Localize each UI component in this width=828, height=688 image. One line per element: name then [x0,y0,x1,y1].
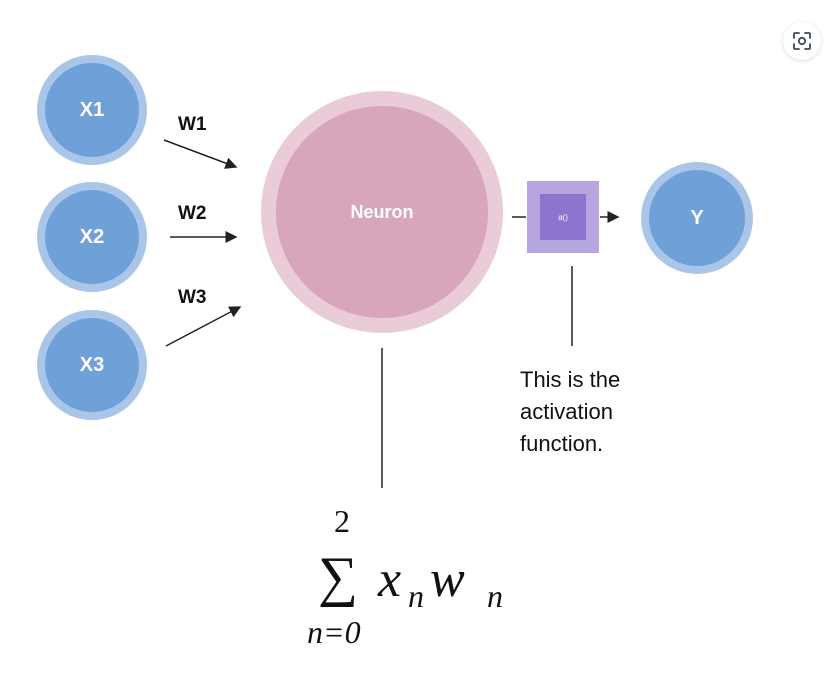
x-variable: x [378,551,402,608]
w-subscript: n [487,578,503,614]
input-node-x2-label: X2 [45,190,139,284]
output-node-y: Y [641,162,753,274]
image-focus-button[interactable] [783,22,821,60]
input-node-x3: X3 [37,310,147,420]
input-node-x1: X1 [37,55,147,165]
sum-symbol: ∑ [318,546,358,608]
arrow-w3 [165,306,242,347]
weight-label-w1: W1 [178,114,207,135]
x-subscript: n [408,578,424,614]
arrow-w1 [163,139,238,169]
w-variable: w [430,551,465,608]
image-focus-icon [793,32,811,50]
neuron-label: Neuron [276,106,488,318]
activation-function-box: a() [527,181,599,253]
sum-lower-limit: n=0 [307,614,361,650]
weight-label-w3: W3 [178,287,207,308]
sum-upper-limit: 2 [334,503,350,539]
input-node-x2: X2 [37,182,147,292]
input-node-x1-label: X1 [45,63,139,157]
weight-label-w2: W2 [178,203,207,224]
activation-function-label: a() [540,194,586,240]
output-node-y-label: Y [649,170,745,266]
activation-note: This is the activation function. [520,367,621,456]
neuron-node: Neuron [261,91,503,333]
input-node-x3-label: X3 [45,318,139,412]
